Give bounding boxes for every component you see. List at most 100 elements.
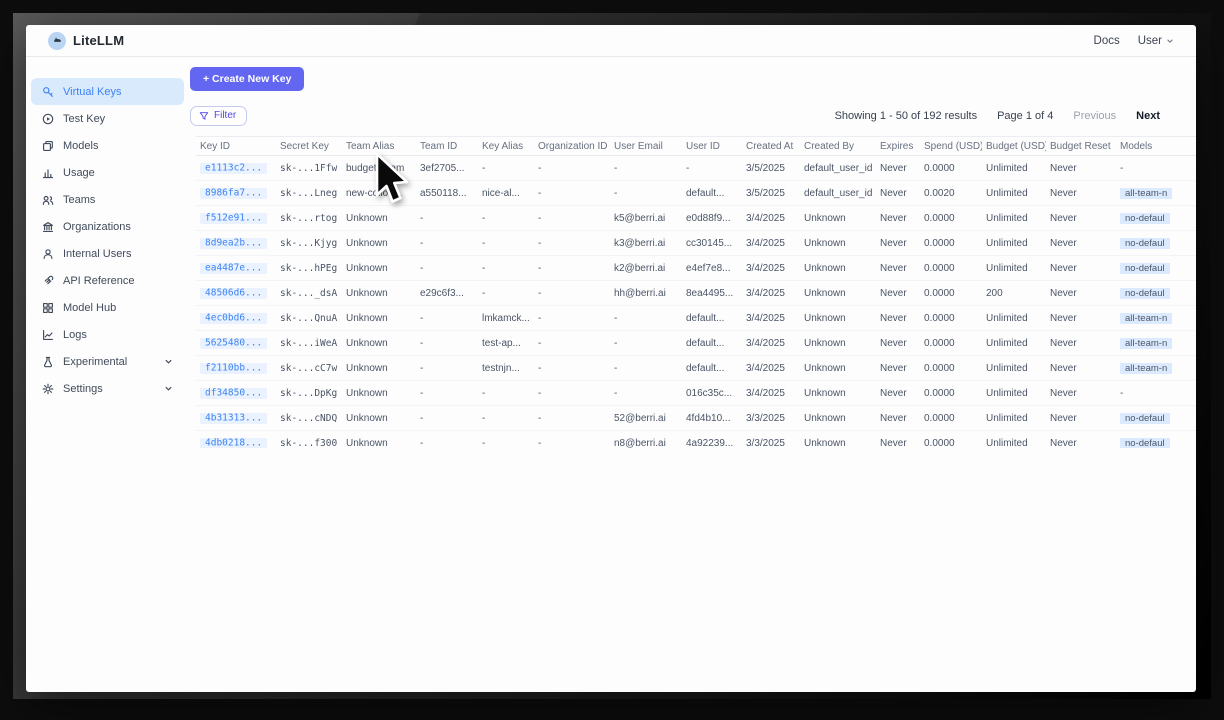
cell-value: - [538, 337, 542, 349]
sidebar-item-api-reference[interactable]: API Reference [31, 267, 184, 294]
sidebar-item-experimental[interactable]: Experimental [31, 348, 184, 375]
cell-value: sk-...hPEg [280, 262, 338, 274]
grid-icon [42, 302, 54, 314]
sidebar-item-test-key[interactable]: Test Key [31, 105, 184, 132]
key-id-chip[interactable]: f512e91... [200, 212, 268, 224]
key-id-chip[interactable]: 4db0218... [200, 437, 268, 448]
sidebar-item-teams[interactable]: Teams [31, 186, 184, 213]
cell-value: Never [880, 312, 907, 324]
cell-value: Unknown [804, 337, 846, 349]
key-id-chip[interactable]: 8d9ea2b... [200, 237, 268, 249]
cell-value: - [420, 437, 424, 449]
cell-expires: Never [876, 413, 920, 424]
previous-page-button[interactable]: Previous [1073, 110, 1117, 122]
play-circle-icon [42, 113, 54, 125]
cell-key-id[interactable]: f512e91... [196, 212, 276, 224]
cell-key-id[interactable]: 4ec0bd6... [196, 312, 276, 324]
cell-value: sk-..._dsA [280, 287, 338, 299]
docs-link[interactable]: Docs [1093, 34, 1120, 47]
cell-value: 8ea4495... [686, 287, 734, 299]
user-menu[interactable]: User [1138, 35, 1174, 47]
sidebar-item-model-hub[interactable]: Model Hub [31, 294, 184, 321]
sidebar-item-models[interactable]: Models [31, 132, 184, 159]
cell-created-by: Unknown [800, 238, 876, 249]
cell-key-alias: - [478, 238, 534, 249]
filter-row: Filter Showing 1 - 50 of 192 results Pag… [190, 106, 1196, 126]
key-id-chip[interactable]: 5625480... [200, 337, 268, 349]
sidebar-item-virtual-keys[interactable]: Virtual Keys [31, 78, 184, 105]
cell-secret-key: sk-...f300 [276, 438, 342, 449]
cell-value: - [482, 262, 486, 274]
cell-created-at: 3/3/2025 [742, 413, 800, 424]
cell-key-id[interactable]: e1113c2... [196, 162, 276, 174]
cell-key-id[interactable]: 4b31313... [196, 412, 276, 424]
table-row: f2110bb... sk-...cC7w Unknown - testnjn... - -… [196, 356, 1196, 381]
cell-key-id[interactable]: 4db0218... [196, 437, 276, 448]
cell-created-at: 3/4/2025 [742, 363, 800, 374]
column-header-budget-reset: Budget Reset [1050, 140, 1111, 152]
cell-value: - [538, 262, 542, 274]
cell-expires: Never [876, 238, 920, 249]
cell-value: Never [880, 187, 907, 199]
cell-spend-usd: 0.0000 [920, 263, 982, 274]
cell-organization-id: - [534, 438, 610, 449]
key-id-chip[interactable]: 8986fa7... [200, 187, 268, 199]
cell-value: 3/4/2025 [746, 387, 785, 399]
cell-value: Never [1050, 187, 1077, 199]
key-id-chip[interactable]: ea4487e... [200, 262, 268, 274]
cell-value: Unknown [346, 287, 388, 299]
team-icon [42, 194, 54, 206]
cell-value: - [482, 212, 486, 224]
cell-key-id[interactable]: df34850... [196, 387, 276, 399]
key-id-chip[interactable]: 4ec0bd6... [200, 312, 268, 324]
brand-name: LiteLLM [73, 33, 125, 48]
cell-key-id[interactable]: f2110bb... [196, 362, 276, 374]
cell-key-id[interactable]: 8d9ea2b... [196, 237, 276, 249]
cell-expires: Never [876, 263, 920, 274]
sidebar-item-logs[interactable]: Logs [31, 321, 184, 348]
cell-key-id[interactable]: 5625480... [196, 337, 276, 349]
column-header-user-id: User ID [686, 140, 720, 152]
cell-value: Unknown [346, 437, 388, 449]
table-row: 4b31313... sk-...cNDQ Unknown - - - 52@berri.a… [196, 406, 1196, 431]
cell-secret-key: sk-...1Ffw [276, 163, 342, 174]
cell-key-id[interactable]: ea4487e... [196, 262, 276, 274]
cell-value: 4fd4b10... [686, 412, 731, 424]
key-id-chip[interactable]: e1113c2... [200, 162, 268, 174]
key-id-chip[interactable]: f2110bb... [200, 362, 268, 374]
cell-team-id: - [416, 238, 478, 249]
key-id-chip[interactable]: df34850... [200, 387, 268, 399]
cell-value: 3/4/2025 [746, 287, 785, 299]
sidebar-item-label: Settings [63, 382, 103, 395]
filter-button[interactable]: Filter [190, 106, 248, 126]
cell-key-id[interactable]: 48506d6... [196, 287, 276, 299]
brand[interactable]: LiteLLM [48, 31, 125, 50]
cell-key-id[interactable]: 8986fa7... [196, 187, 276, 199]
models-badge: no-defaul [1120, 212, 1170, 224]
cell-team-alias: Unknown [342, 288, 416, 299]
sidebar-item-label: Teams [63, 193, 96, 206]
cell-team-id: - [416, 438, 478, 449]
key-id-chip[interactable]: 4b31313... [200, 412, 268, 424]
sidebar-item-usage[interactable]: Usage [31, 159, 184, 186]
cell-value: - [482, 437, 486, 449]
cell-budget-reset: Never [1046, 288, 1116, 299]
cell-spend-usd: 0.0000 [920, 213, 982, 224]
cell-value: 0.0000 [924, 212, 955, 224]
sidebar-item-organizations[interactable]: Organizations [31, 213, 184, 240]
cell-secret-key: sk-...cNDQ [276, 413, 342, 424]
cell-budget-reset: Never [1046, 313, 1116, 324]
sidebar-item-internal-users[interactable]: Internal Users [31, 240, 184, 267]
user-menu-label: User [1137, 34, 1162, 47]
create-new-key-button[interactable]: + Create New Key [190, 67, 305, 91]
sidebar-item-settings[interactable]: Settings [31, 375, 184, 402]
table-row: 4ec0bd6... sk-...QnuA Unknown - lmkamck... - -… [196, 306, 1196, 331]
cell-budget-reset: Never [1046, 163, 1116, 174]
column-header-key-id: Key ID [200, 140, 231, 152]
cell-value: 3/4/2025 [746, 212, 785, 224]
key-id-chip[interactable]: 48506d6... [200, 287, 268, 299]
next-page-button[interactable]: Next [1136, 110, 1160, 122]
cell-secret-key: sk-...DpKg [276, 388, 342, 399]
cell-value: sk-...1Ffw [280, 162, 338, 174]
cell-models: no-defaul [1116, 262, 1196, 274]
